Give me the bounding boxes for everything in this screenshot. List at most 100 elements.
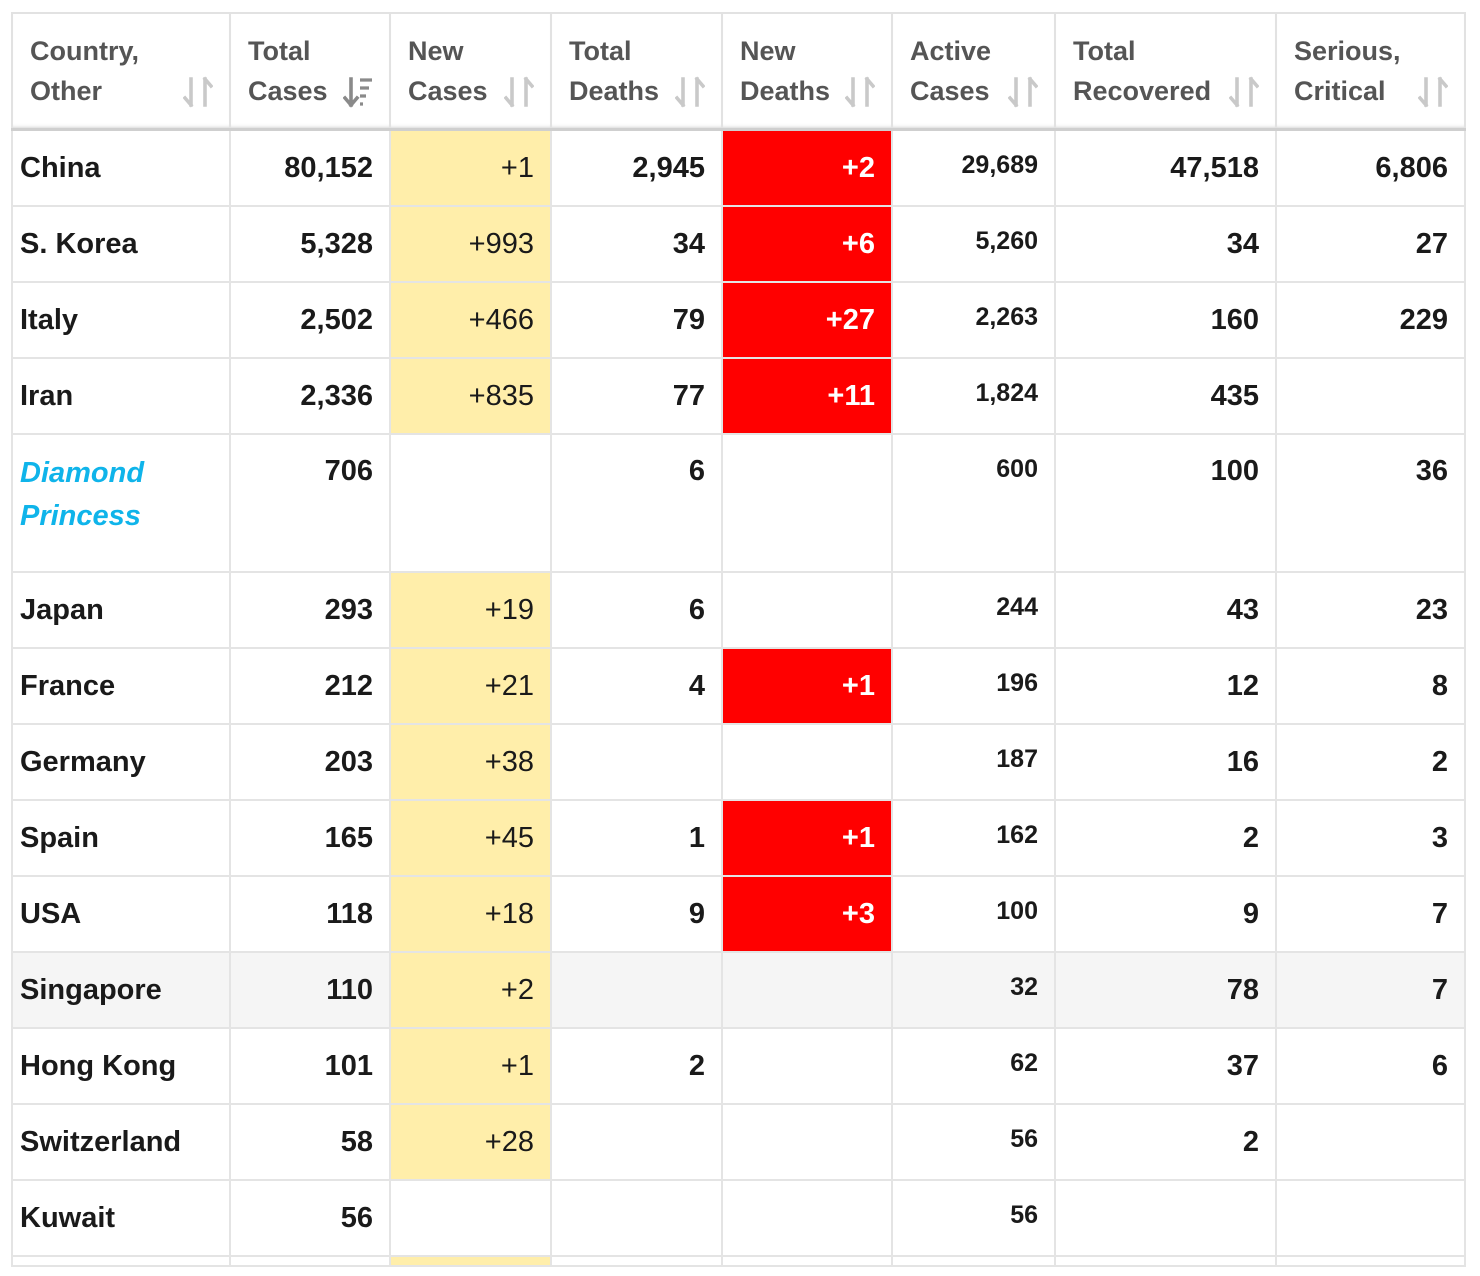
header-country-line1: Country, xyxy=(30,36,139,66)
cell-active-cases: 1,824 xyxy=(891,357,1056,435)
table-row: Hong Kong 101 +1 2 62 37 6 xyxy=(11,1027,1466,1105)
cell-new-deaths xyxy=(721,1179,893,1257)
cell-serious-critical: 3 xyxy=(1275,799,1466,877)
header-active-cases[interactable]: Active Cases xyxy=(891,12,1056,131)
cell-total-cases: 80,152 xyxy=(229,128,391,207)
table-row: Singapore 110 +2 32 78 7 xyxy=(11,951,1466,1029)
cell-total-recovered: 12 xyxy=(1054,647,1277,725)
table-row xyxy=(11,1255,1466,1267)
cell-empty xyxy=(891,1255,1056,1267)
cell-new-deaths: +11 xyxy=(721,357,893,435)
cell-total-cases: 101 xyxy=(229,1027,391,1105)
cell-active-cases: 56 xyxy=(891,1103,1056,1181)
cell-serious-critical: 6,806 xyxy=(1275,128,1466,207)
cell-empty xyxy=(1054,1255,1277,1267)
header-new-deaths[interactable]: New Deaths xyxy=(721,12,893,131)
cell-new-cases: +993 xyxy=(389,205,552,283)
table-row: Spain 165 +45 1 +1 162 2 3 xyxy=(11,799,1466,877)
cell-total-recovered: 2 xyxy=(1054,799,1277,877)
country-link[interactable]: Diamond Princess xyxy=(20,457,145,532)
cell-country[interactable]: Diamond Princess xyxy=(11,433,231,573)
header-new-cases-line2: Cases xyxy=(408,76,488,106)
cell-new-deaths xyxy=(721,951,893,1029)
header-new-cases[interactable]: New Cases xyxy=(389,12,552,131)
cell-total-deaths xyxy=(550,723,723,801)
header-active-cases-line1: Active xyxy=(910,36,992,66)
header-total-recovered[interactable]: Total Recovered xyxy=(1054,12,1277,131)
cell-new-deaths xyxy=(721,1103,893,1181)
cell-total-recovered: 43 xyxy=(1054,571,1277,649)
cell-active-cases: 187 xyxy=(891,723,1056,801)
header-total-cases[interactable]: Total Cases xyxy=(229,12,391,131)
cell-new-deaths xyxy=(721,571,893,649)
cell-total-cases: 165 xyxy=(229,799,391,877)
header-total-deaths-line1: Total xyxy=(569,36,632,66)
cell-country: Singapore xyxy=(11,951,231,1029)
header-new-deaths-line1: New xyxy=(740,36,796,66)
cell-total-deaths xyxy=(550,951,723,1029)
cell-total-deaths: 2 xyxy=(550,1027,723,1105)
sort-icon[interactable] xyxy=(1229,76,1259,108)
cell-total-cases: 212 xyxy=(229,647,391,725)
cell-total-cases: 706 xyxy=(229,433,391,573)
cell-total-recovered: 47,518 xyxy=(1054,128,1277,207)
cell-country: USA xyxy=(11,875,231,953)
cell-new-cases: +38 xyxy=(389,723,552,801)
sort-icon[interactable] xyxy=(1008,76,1038,108)
sort-icon[interactable] xyxy=(1418,76,1448,108)
cell-total-deaths: 2,945 xyxy=(550,128,723,207)
cell-new-cases: +21 xyxy=(389,647,552,725)
cell-total-deaths: 6 xyxy=(550,571,723,649)
cell-active-cases: 56 xyxy=(891,1179,1056,1257)
sort-icon[interactable] xyxy=(183,76,213,108)
table-row: China 80,152 +1 2,945 +2 29,689 47,518 6,806 xyxy=(11,128,1466,207)
header-serious-critical-line2: Critical xyxy=(1294,76,1386,106)
cell-country: Spain xyxy=(11,799,231,877)
cell-total-deaths xyxy=(550,1179,723,1257)
cell-new-deaths: +1 xyxy=(721,799,893,877)
cell-total-cases: 2,502 xyxy=(229,281,391,359)
cell-new-deaths: +6 xyxy=(721,205,893,283)
cell-total-cases: 5,328 xyxy=(229,205,391,283)
cell-total-deaths: 79 xyxy=(550,281,723,359)
cell-new-deaths: +3 xyxy=(721,875,893,953)
cell-total-recovered: 160 xyxy=(1054,281,1277,359)
cell-active-cases: 32 xyxy=(891,951,1056,1029)
cell-new-cases: +1 xyxy=(389,1027,552,1105)
cell-total-cases: 110 xyxy=(229,951,391,1029)
sort-icon[interactable] xyxy=(675,76,705,108)
header-serious-critical[interactable]: Serious, Critical xyxy=(1275,12,1466,131)
cell-country: Kuwait xyxy=(11,1179,231,1257)
cell-total-recovered: 100 xyxy=(1054,433,1277,573)
cell-serious-critical xyxy=(1275,1103,1466,1181)
cell-country: Germany xyxy=(11,723,231,801)
cell-country: Japan xyxy=(11,571,231,649)
header-total-recovered-line1: Total xyxy=(1073,36,1136,66)
cell-total-cases: 58 xyxy=(229,1103,391,1181)
cell-active-cases: 600 xyxy=(891,433,1056,573)
cell-country: Iran xyxy=(11,357,231,435)
sort-icon[interactable] xyxy=(845,76,875,108)
header-row: Country, Other Total Cases New Cases Total D… xyxy=(11,12,1466,131)
cell-total-deaths: 34 xyxy=(550,205,723,283)
cell-serious-critical: 23 xyxy=(1275,571,1466,649)
header-new-cases-line1: New xyxy=(408,36,464,66)
header-country[interactable]: Country, Other xyxy=(11,12,231,131)
header-total-deaths[interactable]: Total Deaths xyxy=(550,12,723,131)
cases-table: Country, Other Total Cases New Cases Total D… xyxy=(11,12,1466,1267)
cell-new-cases: +45 xyxy=(389,799,552,877)
sort-icon[interactable] xyxy=(504,76,534,108)
cell-country: France xyxy=(11,647,231,725)
cell-empty xyxy=(229,1255,391,1267)
header-country-line2: Other xyxy=(30,76,103,106)
cell-total-deaths: 77 xyxy=(550,357,723,435)
cell-active-cases: 62 xyxy=(891,1027,1056,1105)
cell-new-deaths xyxy=(721,723,893,801)
cell-active-cases: 244 xyxy=(891,571,1056,649)
table-row: Diamond Princess 706 6 600 100 36 xyxy=(11,433,1466,573)
cell-new-deaths xyxy=(721,1027,893,1105)
sort-desc-icon[interactable] xyxy=(343,76,373,108)
cell-total-deaths: 9 xyxy=(550,875,723,953)
cell-empty xyxy=(721,1255,893,1267)
header-serious-critical-line1: Serious, xyxy=(1294,36,1401,66)
